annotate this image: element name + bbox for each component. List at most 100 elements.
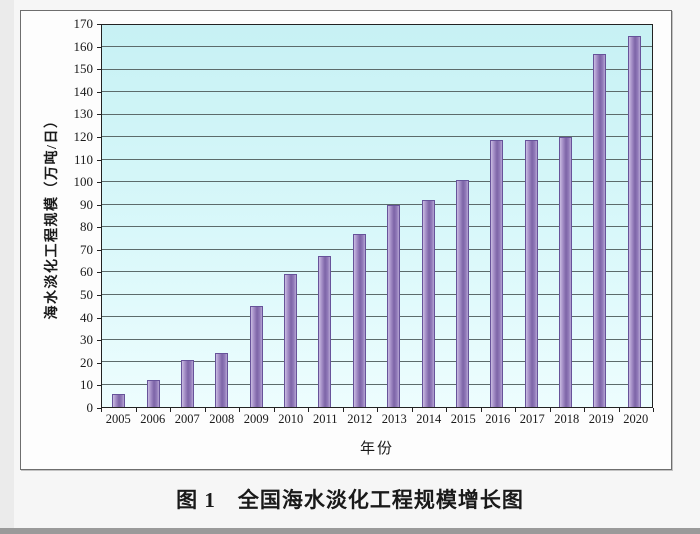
gridline	[102, 316, 652, 318]
x-tick-label: 2005	[105, 412, 131, 426]
chart-frame: 海水淡化工程规模（万吨/日） 0 10 20 30 40 50 60 70 80 90 100 110…	[20, 10, 672, 470]
gridline	[102, 226, 652, 228]
x-tick-mark	[170, 408, 171, 412]
bar-slot	[205, 25, 239, 407]
gridline	[102, 383, 652, 385]
y-tick-mark	[97, 227, 101, 228]
x-tick-mark	[239, 408, 240, 412]
y-tick-mark	[97, 69, 101, 70]
x-tick-label: 2020	[623, 412, 649, 426]
y-tick-label: 50	[80, 287, 93, 303]
x-axis-tick-labels: 2005 2006 2007 2008 2009 2010 2011 2012 2013 2014…	[101, 412, 653, 427]
bar-2017	[524, 139, 538, 407]
figure-caption: 图 1 全国海水淡化工程规模增长图	[176, 488, 524, 512]
x-tick-mark	[481, 408, 482, 412]
y-tick-label: 10	[80, 377, 93, 393]
x-tick-mark	[308, 408, 309, 412]
bar-slot	[618, 25, 652, 407]
y-tick-label: 130	[73, 106, 94, 122]
gridline	[102, 293, 652, 295]
y-tick-mark	[97, 408, 101, 409]
gridline	[102, 361, 652, 363]
bar-slot	[240, 25, 274, 407]
gridline	[102, 68, 652, 70]
x-tick-label: 2006	[140, 412, 166, 426]
x-tick-label: 2014	[416, 412, 442, 426]
bar-slot	[480, 25, 514, 407]
x-tick-mark	[136, 408, 137, 412]
y-tick-label: 0	[86, 400, 94, 415]
x-tick-label: 2015	[450, 412, 476, 426]
bar-2005	[112, 393, 126, 407]
x-tick-mark	[584, 408, 585, 412]
y-tick-mark	[97, 385, 101, 386]
x-tick-mark	[412, 408, 413, 412]
gridline	[102, 203, 652, 205]
bar-slot	[308, 25, 342, 407]
y-tick-label: 90	[80, 196, 93, 212]
x-tick-label: 2009	[243, 412, 269, 426]
x-tick-label: 2011	[312, 412, 338, 426]
bar-2006	[146, 380, 160, 407]
bar-slot	[583, 25, 617, 407]
x-tick-mark	[274, 408, 275, 412]
y-tick-label: 120	[73, 128, 94, 144]
x-tick-label: 2016	[485, 412, 511, 426]
y-tick-mark	[97, 160, 101, 161]
bar-2012	[352, 233, 366, 407]
y-tick-label: 60	[80, 264, 93, 280]
y-tick-mark	[97, 182, 101, 183]
bar-slot	[136, 25, 170, 407]
x-tick-mark	[101, 408, 102, 412]
bar-slot	[102, 25, 136, 407]
x-tick-mark	[515, 408, 516, 412]
gridline	[102, 136, 652, 138]
bar-series	[102, 25, 652, 407]
bar-2011	[318, 256, 332, 407]
bar-2015	[455, 180, 469, 407]
bar-2016	[490, 139, 504, 407]
bar-2019	[593, 54, 607, 407]
gridline	[102, 271, 652, 273]
page-bottom-band	[0, 528, 700, 534]
gridline	[102, 91, 652, 93]
y-tick-label: 150	[73, 61, 94, 77]
x-tick-mark	[619, 408, 620, 412]
x-tick-mark	[343, 408, 344, 412]
x-tick-label: 2008	[209, 412, 235, 426]
y-tick-mark	[97, 340, 101, 341]
y-tick-mark	[97, 363, 101, 364]
x-tick-mark	[446, 408, 447, 412]
gridline	[102, 158, 652, 160]
y-tick-mark	[97, 114, 101, 115]
gridline	[102, 113, 652, 115]
y-tick-label: 80	[80, 219, 93, 235]
bar-2010	[284, 274, 298, 407]
bar-slot	[549, 25, 583, 407]
y-tick-label: 70	[80, 241, 93, 257]
y-tick-label: 40	[80, 309, 93, 325]
x-tick-label: 2012	[347, 412, 373, 426]
x-tick-label: 2018	[554, 412, 580, 426]
x-tick-label: 2013	[381, 412, 407, 426]
bar-2007	[180, 359, 194, 407]
gridline	[102, 338, 652, 340]
x-tick-mark	[550, 408, 551, 412]
y-tick-mark	[97, 137, 101, 138]
plot-area	[101, 24, 653, 408]
y-tick-mark	[97, 318, 101, 319]
gridline	[102, 181, 652, 183]
y-tick-mark	[97, 250, 101, 251]
gridline	[102, 248, 652, 250]
x-tick-mark	[205, 408, 206, 412]
y-tick-label: 140	[73, 83, 94, 99]
x-tick-mark	[377, 408, 378, 412]
bar-slot	[274, 25, 308, 407]
y-tick-label: 160	[73, 38, 94, 54]
page-left-edge	[0, 0, 14, 534]
y-tick-label: 110	[73, 151, 93, 167]
bar-slot	[515, 25, 549, 407]
y-tick-label: 170	[73, 16, 94, 31]
bar-slot	[171, 25, 205, 407]
x-tick-label: 2017	[519, 412, 545, 426]
